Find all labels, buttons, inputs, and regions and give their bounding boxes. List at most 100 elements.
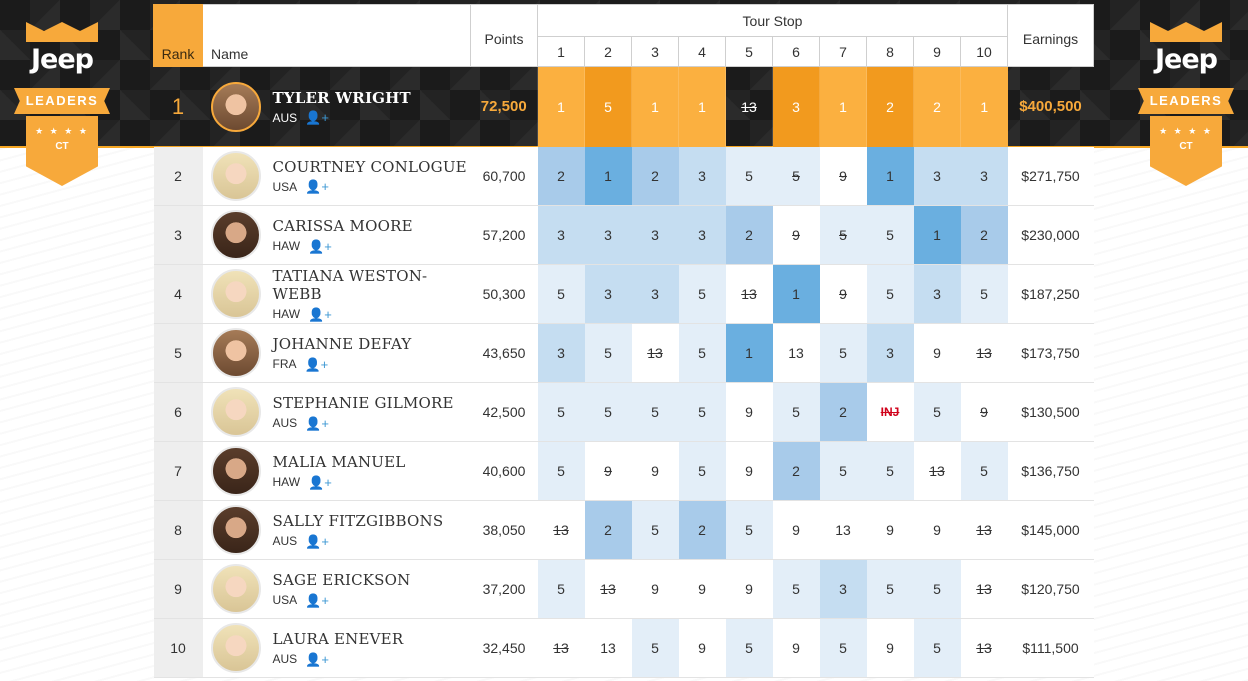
stop-result-cell: 9 (772, 618, 820, 678)
table-row[interactable]: 4 TATIANA WESTON-WEBB HAW 👤+ 50,300 5 3 3 5 13 1 9 5… (153, 264, 1094, 324)
stop-result-cell: 1 (678, 66, 726, 147)
stop-result-cell: 13 (960, 323, 1008, 383)
country-code: AUS (272, 416, 298, 430)
stop-result-cell: 3 (772, 66, 820, 147)
avatar[interactable] (210, 269, 261, 319)
surfer-name[interactable]: TYLER WRIGHT (272, 88, 411, 107)
table-row[interactable]: 8 SALLY FITZGIBBONS AUS 👤+ 38,050 13 2 5 2 5 9 13 9 9… (153, 500, 1094, 560)
stop-result-cell: 9 (913, 323, 961, 383)
stop-result-cell: 9 (772, 205, 820, 265)
add-user-icon[interactable]: 👤+ (305, 179, 329, 195)
table-row[interactable]: 7 MALIA MANUEL HAW 👤+ 40,600 5 9 9 5 9 2 5 5 13 5 $136,… (153, 441, 1094, 501)
surfer-cell[interactable]: LAURA ENEVER AUS 👤+ (202, 618, 471, 678)
column-header-stop-5[interactable]: 5 (725, 36, 773, 67)
rank-cell: 9 (153, 559, 203, 619)
stop-result-cell: 5 (537, 559, 585, 619)
add-user-icon[interactable]: 👤+ (305, 592, 329, 608)
add-user-icon[interactable]: 👤+ (304, 356, 329, 372)
table-row[interactable]: 3 CARISSA MOORE HAW 👤+ 57,200 3 3 3 3 2 9 5 5 1 2 $230,… (153, 205, 1094, 265)
stop-result-cell: 13 (584, 618, 632, 678)
surfer-name[interactable]: STEPHANIE GILMORE (272, 394, 454, 412)
column-header-points[interactable]: Points (470, 4, 538, 67)
surfer-name[interactable]: LAURA ENEVER (272, 630, 404, 648)
logo-badge-text: CT (1179, 141, 1193, 152)
leader-row[interactable]: 1 TYLER WRIGHT AUS 👤+ 72,500 1 5 1 1 13 3 1 2 2 1 $400,… (154, 66, 1094, 147)
surfer-cell[interactable]: JOHANNE DEFAY FRA 👤+ (202, 323, 471, 383)
avatar[interactable] (210, 446, 261, 496)
column-header-name[interactable]: Name (202, 4, 471, 67)
table-row[interactable]: 6 STEPHANIE GILMORE AUS 👤+ 42,500 5 5 5 5 9 5 2 INJ 5… (153, 382, 1094, 442)
earnings-cell: $187,250 (1007, 264, 1094, 324)
surfer-cell[interactable]: STEPHANIE GILMORE AUS 👤+ (202, 382, 471, 442)
column-header-stop-3[interactable]: 3 (631, 36, 679, 67)
surfer-name[interactable]: JOHANNE DEFAY (272, 335, 412, 353)
column-header-rank[interactable]: Rank (153, 4, 203, 67)
surfer-name[interactable]: MALIA MANUEL (272, 453, 406, 471)
jeep-leaders-logo-right: Jeep LEADERS ★ ★ ★ ★ CT (1138, 22, 1234, 192)
surfer-name[interactable]: SAGE ERICKSON (272, 571, 411, 589)
avatar[interactable] (210, 328, 261, 378)
column-header-stop-4[interactable]: 4 (678, 36, 726, 67)
stop-result-cell: 9 (725, 382, 773, 442)
surfer-cell[interactable]: CARISSA MOORE HAW 👤+ (202, 205, 471, 265)
surfer-cell[interactable]: TATIANA WESTON-WEBB HAW 👤+ (202, 264, 471, 324)
earnings-cell: $120,750 (1007, 559, 1094, 619)
table-row[interactable]: 2 COURTNEY CONLOGUE USA 👤+ 60,700 2 1 2 3 5 5 9 1 3 3 $… (153, 146, 1094, 206)
column-header-stop-7[interactable]: 7 (819, 36, 867, 67)
stop-result-cell: 5 (819, 205, 867, 265)
stop-result-cell: 3 (631, 205, 679, 265)
country-code: HAW (272, 475, 301, 489)
surfer-name[interactable]: CARISSA MOORE (272, 217, 413, 235)
stop-result-cell: 5 (678, 441, 726, 501)
earnings-cell: $145,000 (1007, 500, 1094, 560)
country-code: AUS (272, 110, 298, 125)
stop-result-cell: 9 (725, 559, 773, 619)
surfer-name[interactable]: TATIANA WESTON-WEBB (272, 267, 428, 303)
column-header-stop-2[interactable]: 2 (584, 36, 632, 67)
stop-result-cell: 5 (725, 146, 773, 206)
stop-result-cell: 1 (772, 264, 820, 324)
avatar[interactable] (210, 387, 261, 437)
add-user-icon[interactable]: 👤+ (305, 415, 329, 431)
stop-result-cell: 13 (537, 500, 585, 560)
surfer-cell[interactable]: COURTNEY CONLOGUE USA 👤+ (202, 146, 471, 206)
stop-result-cell: 5 (631, 382, 679, 442)
stop-result-cell: 13 (725, 66, 773, 147)
stop-result-cell: 5 (537, 264, 585, 324)
surfer-name[interactable]: COURTNEY CONLOGUE (272, 157, 467, 176)
surfer-cell[interactable]: SAGE ERICKSON USA 👤+ (202, 559, 471, 619)
stop-result-cell: 2 (537, 146, 585, 206)
avatar[interactable] (210, 623, 261, 673)
table-row[interactable]: 10 LAURA ENEVER AUS 👤+ 32,450 13 13 5 9 5 9 5 9 5 13 $1… (153, 618, 1094, 678)
column-header-earnings[interactable]: Earnings (1007, 4, 1094, 67)
table-row[interactable]: 9 SAGE ERICKSON USA 👤+ 37,200 5 13 9 9 9 5 3 5 5 13 $12… (153, 559, 1094, 619)
surfer-cell[interactable]: TYLER WRIGHT AUS 👤+ (203, 67, 471, 147)
column-header-stop-8[interactable]: 8 (866, 36, 914, 67)
column-header-stop-10[interactable]: 10 (960, 36, 1008, 67)
avatar[interactable] (210, 150, 261, 201)
table-row[interactable]: 5 JOHANNE DEFAY FRA 👤+ 43,650 3 5 13 5 1 13 5 3 9 13 $1… (153, 323, 1094, 383)
avatar[interactable] (210, 564, 261, 614)
column-header-tour-stop: Tour Stop (537, 4, 1008, 37)
stop-result-cell: 1 (960, 66, 1008, 147)
avatar[interactable] (210, 210, 261, 260)
column-header-stop-1[interactable]: 1 (537, 36, 585, 67)
column-header-stop-6[interactable]: 6 (772, 36, 820, 67)
add-user-icon[interactable]: 👤+ (305, 533, 329, 549)
avatar[interactable] (210, 505, 261, 555)
stop-result-cell: 3 (913, 264, 961, 324)
add-user-icon[interactable]: 👤+ (308, 474, 332, 490)
add-user-icon[interactable]: 👤+ (305, 651, 329, 667)
surfer-cell[interactable]: SALLY FITZGIBBONS AUS 👤+ (202, 500, 471, 560)
surfer-cell[interactable]: MALIA MANUEL HAW 👤+ (202, 441, 471, 501)
add-user-icon[interactable]: 👤+ (305, 110, 329, 126)
stop-result-cell: 13 (584, 559, 632, 619)
column-header-stop-9[interactable]: 9 (913, 36, 961, 67)
add-user-icon[interactable]: 👤+ (308, 306, 332, 322)
avatar[interactable] (210, 81, 261, 132)
stop-result-cell: 5 (960, 441, 1008, 501)
surfer-name[interactable]: SALLY FITZGIBBONS (272, 512, 444, 530)
add-user-icon[interactable]: 👤+ (308, 238, 332, 254)
stop-result-cell: 1 (913, 205, 961, 265)
